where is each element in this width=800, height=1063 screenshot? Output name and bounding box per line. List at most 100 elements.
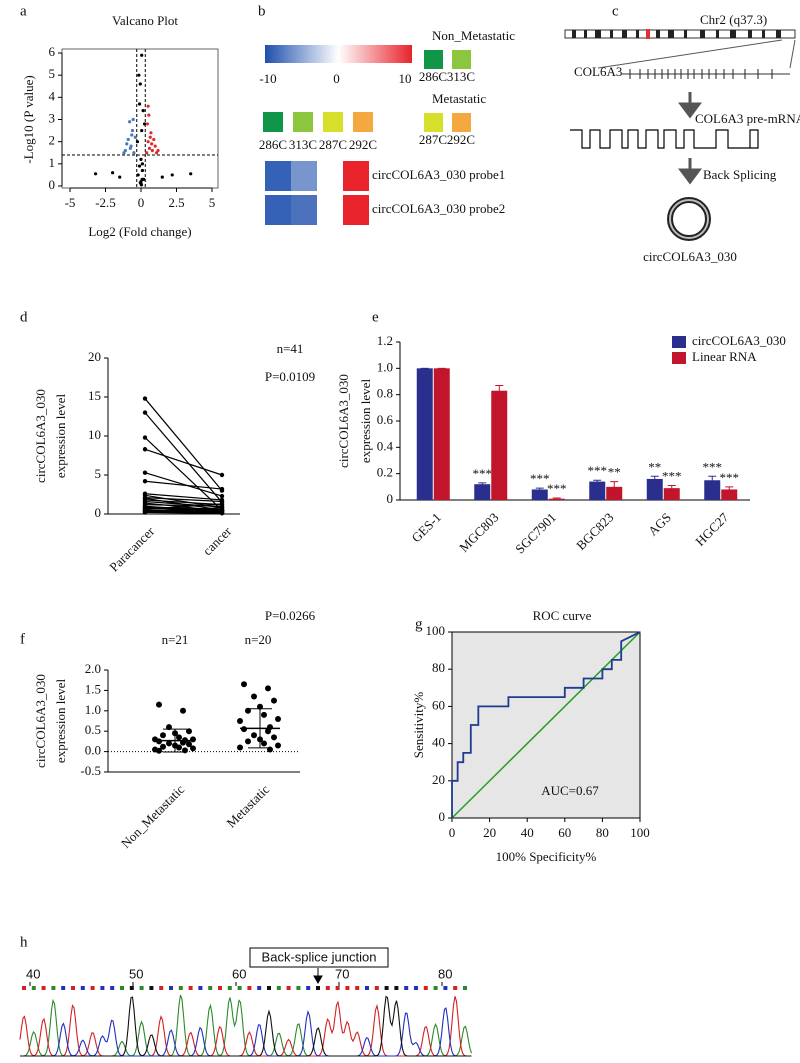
group-label: Non_Metastatic xyxy=(432,28,515,43)
base-call xyxy=(139,986,144,990)
base-call xyxy=(198,986,203,990)
base-call xyxy=(31,986,36,990)
panel-f: f circCOL6A3_030 expression level -0.5 0.0 0.… xyxy=(20,608,316,851)
heat-cell xyxy=(291,195,317,225)
x-tick-label: 60 xyxy=(558,825,571,840)
x-tick-label: 0 xyxy=(138,195,145,210)
group-column-label: 292C xyxy=(447,132,475,147)
junction-arrow xyxy=(313,968,323,985)
bar xyxy=(663,488,680,500)
heat-cell xyxy=(343,161,369,191)
point xyxy=(137,73,141,77)
error-bar xyxy=(495,384,504,396)
column-swatch xyxy=(293,112,313,132)
base-call xyxy=(325,986,330,990)
sd-bar xyxy=(248,708,272,749)
legend-label: circCOL6A3_030 xyxy=(692,333,786,348)
x-tick-label: 40 xyxy=(521,825,534,840)
group-column-label: 313C xyxy=(447,69,475,84)
significance: ** xyxy=(608,465,621,480)
y-tick-label: 5 xyxy=(49,66,56,81)
base-call xyxy=(169,986,173,990)
significance: ** xyxy=(648,459,661,474)
point xyxy=(125,142,129,146)
y-tick-label: -0.5 xyxy=(80,763,101,778)
heat-cell xyxy=(265,195,291,225)
significance: *** xyxy=(588,463,608,478)
point xyxy=(271,697,277,704)
point xyxy=(275,742,281,749)
point xyxy=(189,172,193,176)
point xyxy=(219,501,225,507)
bar xyxy=(433,368,450,500)
point xyxy=(142,470,148,475)
point xyxy=(219,493,225,499)
error-bar xyxy=(650,475,659,482)
bar xyxy=(491,390,508,500)
pair-line xyxy=(144,507,223,513)
plot-frame xyxy=(61,48,219,189)
point xyxy=(128,146,132,150)
point xyxy=(219,486,225,492)
panel-label: d xyxy=(20,309,28,325)
colorbar-tick-label: 0 xyxy=(333,71,340,86)
point xyxy=(142,396,148,401)
colorbar-tick-label: 10 xyxy=(399,71,412,86)
x-tick-label: Metastatic xyxy=(223,781,272,830)
y-tick-label: 10 xyxy=(88,427,101,442)
error-bar xyxy=(535,487,544,491)
chart-title: ROC curve xyxy=(533,608,592,623)
base-call xyxy=(414,986,418,990)
pair-line xyxy=(144,499,223,506)
y-axis-label: circCOL6A3_030 xyxy=(33,674,48,768)
annotation: n=21 xyxy=(162,632,189,647)
base-call xyxy=(178,986,183,990)
annotation: n=41 xyxy=(277,341,304,356)
group-column-label: 287C xyxy=(419,132,447,147)
legend-label: Linear RNA xyxy=(692,349,757,364)
significance: *** xyxy=(547,481,567,496)
locus-marker xyxy=(646,29,650,39)
base-call xyxy=(129,986,134,990)
point xyxy=(139,183,144,187)
x-tick-label: AGS xyxy=(645,510,674,539)
bar xyxy=(531,489,548,500)
base-call xyxy=(384,986,389,990)
base-call xyxy=(443,986,448,990)
y-tick-label: 20 xyxy=(432,772,445,787)
pair-line xyxy=(144,511,223,514)
point xyxy=(147,146,152,150)
x-tick-label: 80 xyxy=(438,966,452,981)
panel-a: a Valcano Plot Log2 (Fold change) -Log10 (P… xyxy=(20,3,219,239)
column-swatch xyxy=(353,112,373,132)
point xyxy=(219,505,225,510)
point xyxy=(140,162,145,166)
point xyxy=(139,157,143,161)
base-call xyxy=(316,986,320,990)
point xyxy=(142,510,148,515)
point xyxy=(93,172,98,176)
chromatogram: h Back-splice junction 40 50 60 70 80 xyxy=(19,934,473,1057)
zoom-line xyxy=(597,39,783,69)
roc-curve xyxy=(451,631,641,818)
y-tick-label: 5 xyxy=(95,466,102,481)
x-tick-label: SGC7901 xyxy=(512,510,559,557)
base-call xyxy=(22,986,26,990)
chromosome xyxy=(564,29,796,39)
x-tick-label: 80 xyxy=(596,825,609,840)
panel-label: h xyxy=(20,934,28,950)
y-tick-label: 1.0 xyxy=(85,702,101,717)
y-tick-label: 80 xyxy=(432,660,445,675)
annotation: n=20 xyxy=(245,632,272,647)
point xyxy=(146,104,150,108)
y-axis-label: circCOL6A3_030 xyxy=(33,389,48,483)
annotation: P=0.0109 xyxy=(265,369,315,384)
heat-cell xyxy=(291,161,317,191)
pair-line xyxy=(144,398,223,491)
point xyxy=(150,148,154,153)
y-axis-label: expression level xyxy=(358,379,373,464)
trace xyxy=(20,995,472,1057)
point xyxy=(261,711,267,718)
x-tick-label: 50 xyxy=(129,966,143,981)
